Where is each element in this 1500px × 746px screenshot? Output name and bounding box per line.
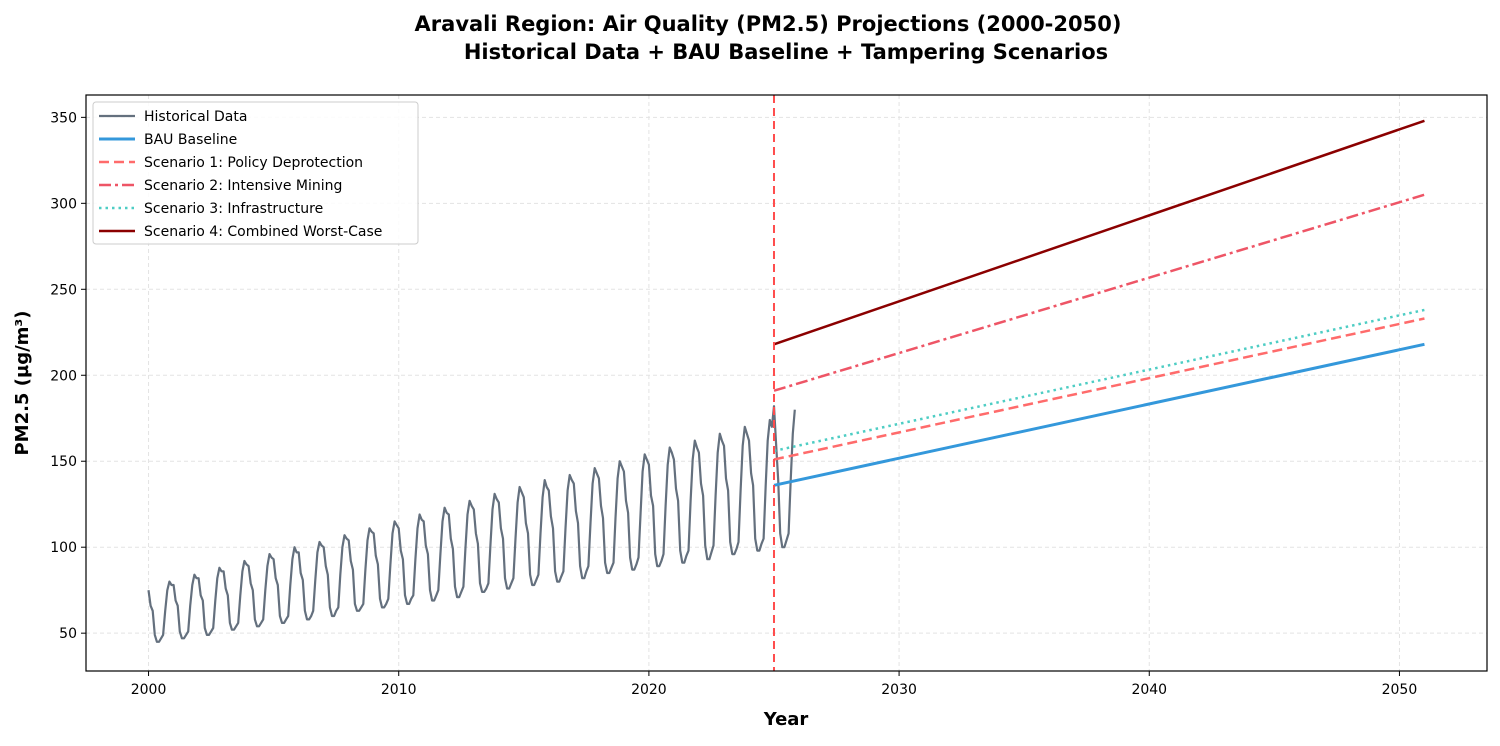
x-tick-label: 2010 xyxy=(381,682,417,698)
grid xyxy=(86,95,1487,671)
legend-label: Scenario 3: Infrastructure xyxy=(144,201,323,217)
series-line-bau xyxy=(773,342,1425,487)
y-tick-label: 150 xyxy=(50,454,77,470)
y-tick-label: 200 xyxy=(50,368,77,384)
y-axis-label: PM2.5 (µg/m³) xyxy=(12,310,33,455)
legend-label: Historical Data xyxy=(144,109,247,125)
x-tick-label: 2000 xyxy=(131,682,167,698)
axes-frame xyxy=(85,94,1488,672)
ticks: 2000 2010 2020 2030 2040 2050 50 100 150 200 250 30… xyxy=(50,110,1417,698)
x-tick-label: 2040 xyxy=(1131,682,1167,698)
legend-label: Scenario 4: Combined Worst-Case xyxy=(144,224,382,240)
series-line-scenario-1 xyxy=(773,317,1425,461)
y-tick-label: 100 xyxy=(50,540,77,556)
y-tick-label: 350 xyxy=(50,110,77,126)
y-tick-label: 250 xyxy=(50,282,77,298)
legend: Historical Data BAU Baseline Scenario 1: P… xyxy=(92,101,419,245)
x-tick-label: 2020 xyxy=(631,682,667,698)
legend-label: Scenario 2: Intensive Mining xyxy=(144,178,342,194)
series-line-scenario-4 xyxy=(773,119,1425,346)
plot-area xyxy=(147,95,1425,671)
x-tick-label: 2050 xyxy=(1382,682,1418,698)
chart-title: Aravali Region: Air Quality (PM2.5) Proj… xyxy=(415,12,1122,36)
legend-box xyxy=(92,101,419,245)
y-tick-label: 50 xyxy=(59,626,77,642)
series-line-scenario-3 xyxy=(773,308,1425,453)
chart-subtitle: Historical Data + BAU Baseline + Tamperi… xyxy=(464,40,1108,64)
series-line-scenario-2 xyxy=(773,193,1425,392)
legend-label: Scenario 1: Policy Deprotection xyxy=(144,155,363,171)
legend-label: BAU Baseline xyxy=(144,132,237,148)
historical-data-line xyxy=(147,405,796,643)
x-tick-label: 2030 xyxy=(881,682,917,698)
y-tick-label: 300 xyxy=(50,196,77,212)
x-axis-label: Year xyxy=(763,709,809,730)
